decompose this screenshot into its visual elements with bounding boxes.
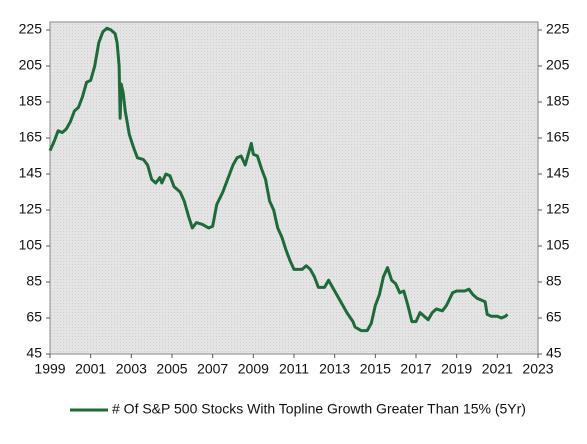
- y-tick-label: 185: [19, 93, 43, 109]
- x-tick-label: 2015: [360, 361, 391, 377]
- y-tick-label: 145: [19, 165, 43, 181]
- x-tick-label: 2011: [279, 361, 309, 377]
- x-tick-label: 2005: [156, 361, 187, 377]
- legend-label: # Of S&P 500 Stocks With Topline Growth …: [112, 401, 526, 417]
- x-tick-label: 2009: [238, 361, 269, 377]
- plot-area: [49, 21, 539, 355]
- line-series: [48, 26, 509, 333]
- y-tick-label: 125: [19, 201, 43, 217]
- y2-tick-label: 65: [546, 309, 562, 325]
- y-tick-label: 165: [19, 129, 43, 145]
- y-tick-label: 65: [26, 309, 42, 325]
- y-tick-label: 205: [19, 57, 43, 73]
- x-tick-label: 2017: [400, 361, 431, 377]
- x-tick-label: 2023: [522, 361, 553, 377]
- y2-tick-label: 145: [546, 165, 570, 181]
- y2-tick-label: 225: [546, 21, 570, 37]
- y2-tick-label: 165: [546, 129, 570, 145]
- y-tick-label: 105: [19, 237, 43, 253]
- y-tick-label: 85: [26, 273, 42, 289]
- x-tick-label: 2019: [441, 361, 472, 377]
- x-tick-label: 2021: [482, 361, 513, 377]
- y-tick-label: 225: [19, 21, 43, 37]
- y2-tick-label: 85: [546, 273, 562, 289]
- y2-tick-label: 105: [546, 237, 570, 253]
- y-tick-label: 45: [26, 345, 42, 361]
- x-tick-label: 2001: [75, 361, 106, 377]
- y2-tick-label: 45: [546, 345, 562, 361]
- x-tick-label: 2007: [197, 361, 228, 377]
- y2-tick-label: 185: [546, 93, 570, 109]
- x-tick-label: 1999: [34, 361, 65, 377]
- y2-tick-label: 125: [546, 201, 570, 217]
- y2-tick-label: 205: [546, 57, 570, 73]
- x-tick-label: 2013: [319, 361, 350, 377]
- x-tick-label: 2003: [116, 361, 147, 377]
